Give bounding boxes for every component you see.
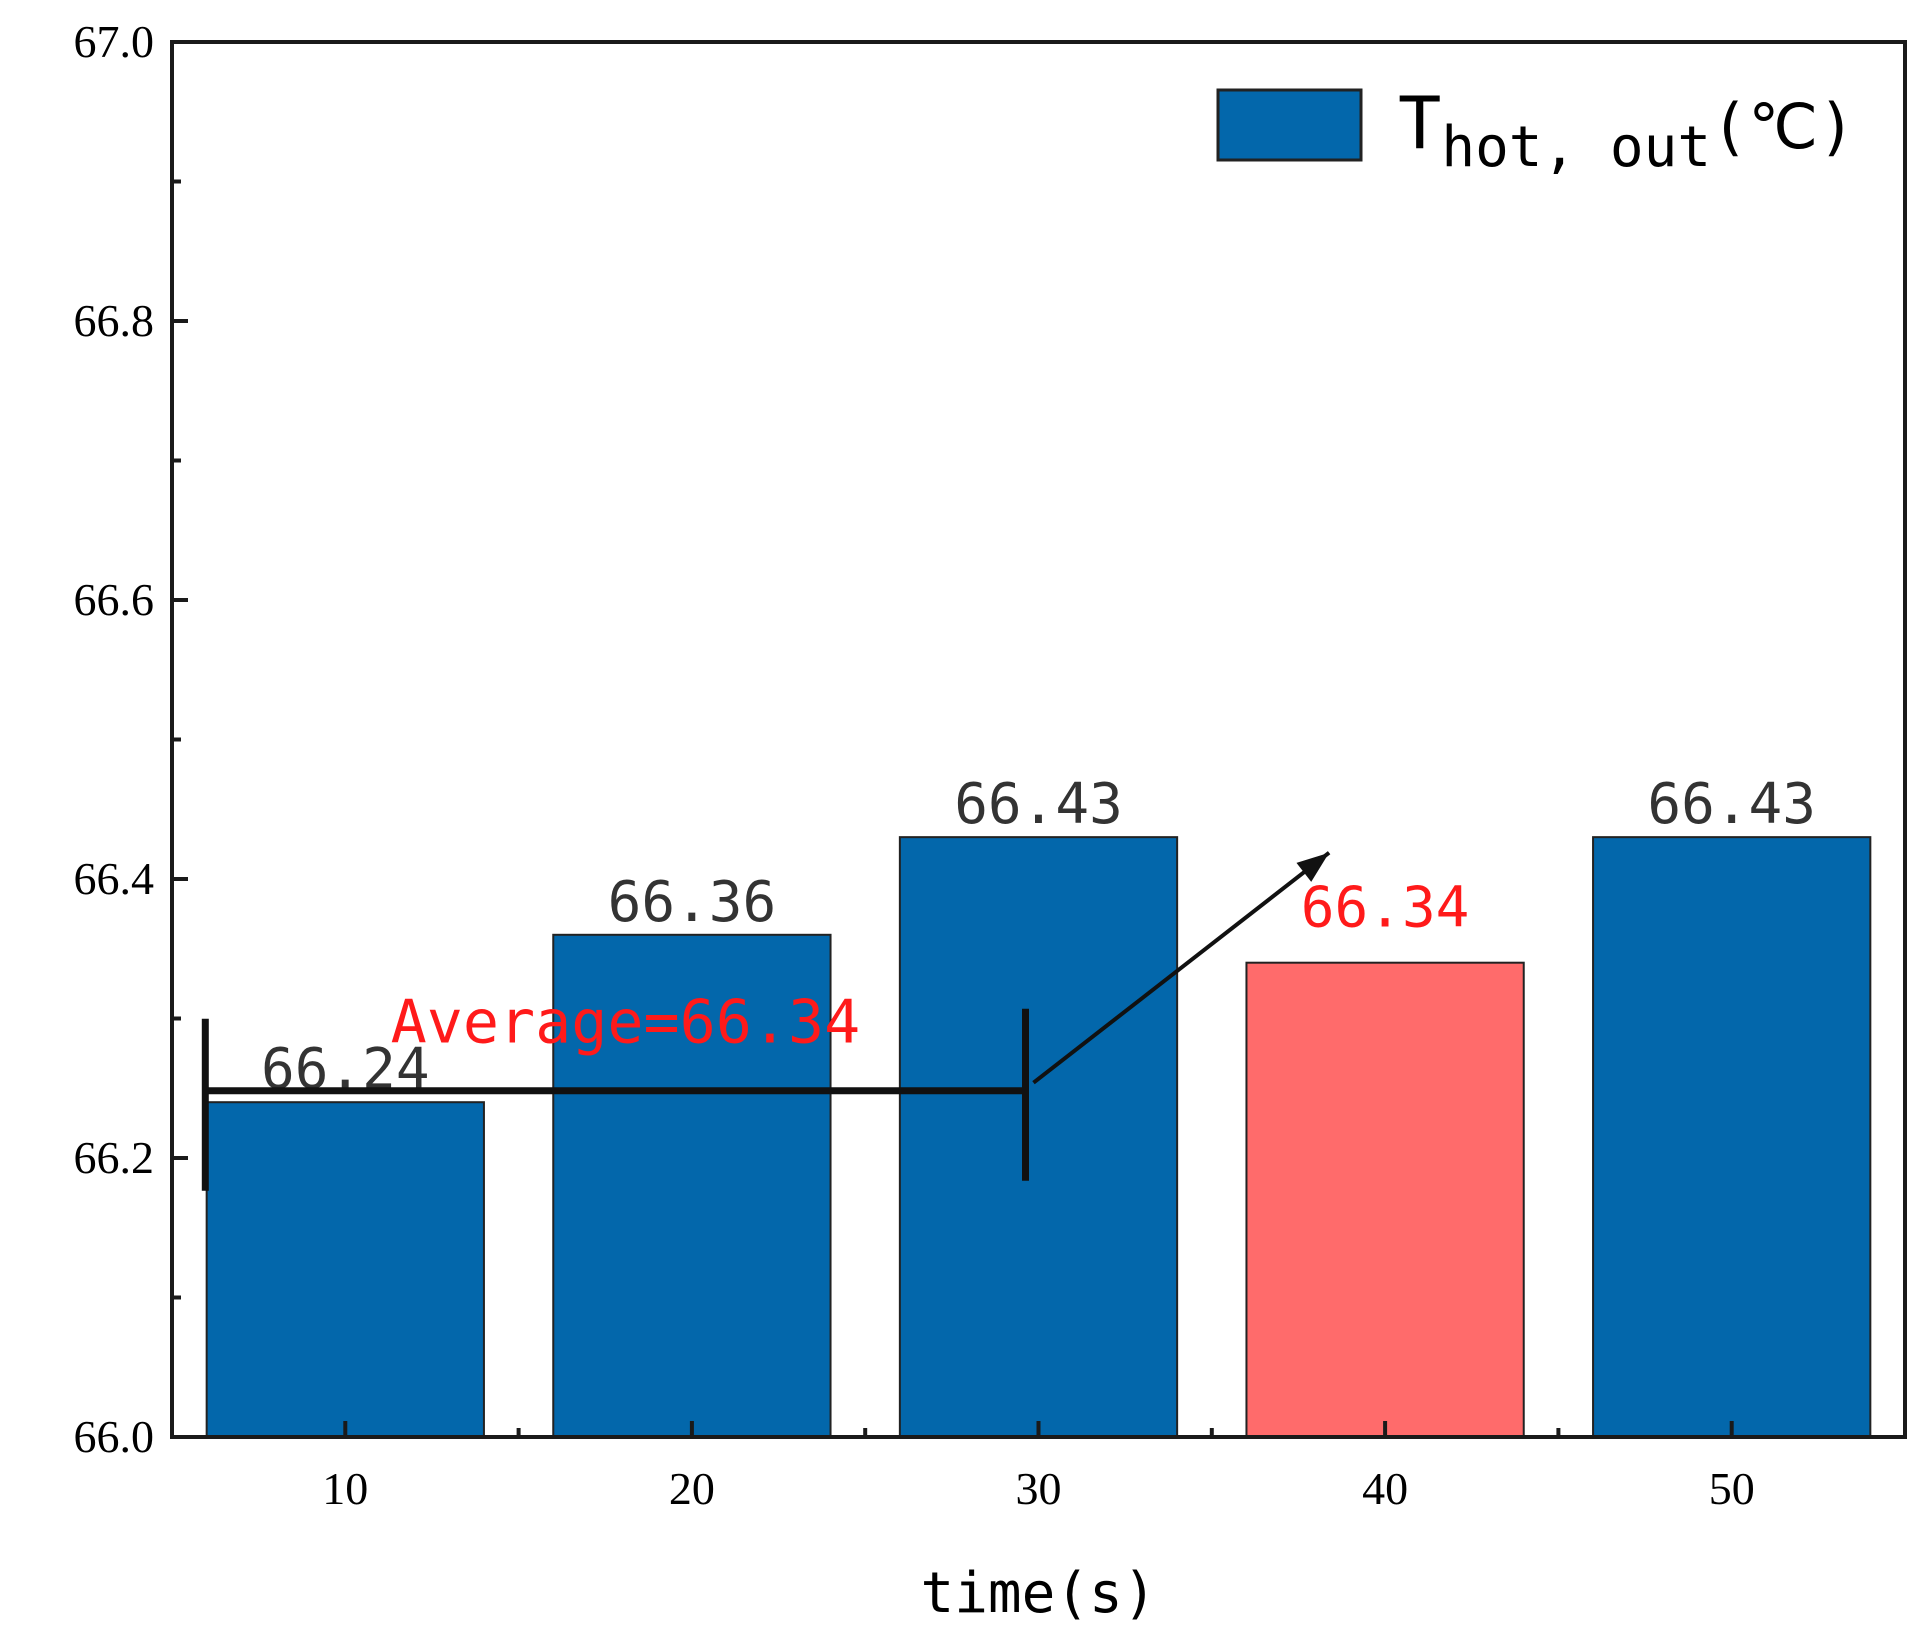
legend-swatch xyxy=(1216,88,1363,162)
data-label-50: 66.43 xyxy=(1647,772,1816,837)
average-bracket xyxy=(201,1008,1029,1191)
bar-40[interactable] xyxy=(1245,961,1525,1438)
bar-30[interactable] xyxy=(898,836,1179,1438)
legend-unit: (℃) xyxy=(1711,90,1855,163)
average-annotation-text: Average=66.34 xyxy=(391,988,861,1058)
y-tick-label: 66.8 xyxy=(74,295,155,346)
legend-label: Thot, out(℃) xyxy=(1398,81,1855,180)
data-label-40: 66.34 xyxy=(1301,876,1470,941)
x-axis-title: time(s) xyxy=(920,1561,1156,1626)
y-tick-label: 66.4 xyxy=(74,853,155,904)
legend: Thot, out(℃) xyxy=(1216,81,1855,180)
average-arrowhead xyxy=(1296,852,1330,882)
legend-subscript: hot, out xyxy=(1441,115,1711,180)
legend-symbol: T xyxy=(1398,81,1441,165)
x-tick-label: 30 xyxy=(1016,1463,1062,1514)
x-tick-label: 20 xyxy=(669,1463,715,1514)
y-tick-label: 67.0 xyxy=(74,16,155,67)
bar-10[interactable] xyxy=(205,1101,485,1438)
data-label-30: 66.43 xyxy=(954,772,1123,837)
data-label-20: 66.36 xyxy=(608,870,777,935)
bar-20[interactable] xyxy=(552,933,832,1438)
y-tick-label: 66.0 xyxy=(74,1411,155,1462)
x-tick-label: 50 xyxy=(1709,1463,1755,1514)
x-tick-label: 40 xyxy=(1362,1463,1408,1514)
bar-50[interactable] xyxy=(1592,836,1872,1438)
x-tick-label: 10 xyxy=(322,1463,368,1514)
average-arrow-shaft xyxy=(1032,851,1331,1085)
y-tick-label: 66.6 xyxy=(74,574,155,625)
y-tick-label: 66.2 xyxy=(74,1132,155,1183)
